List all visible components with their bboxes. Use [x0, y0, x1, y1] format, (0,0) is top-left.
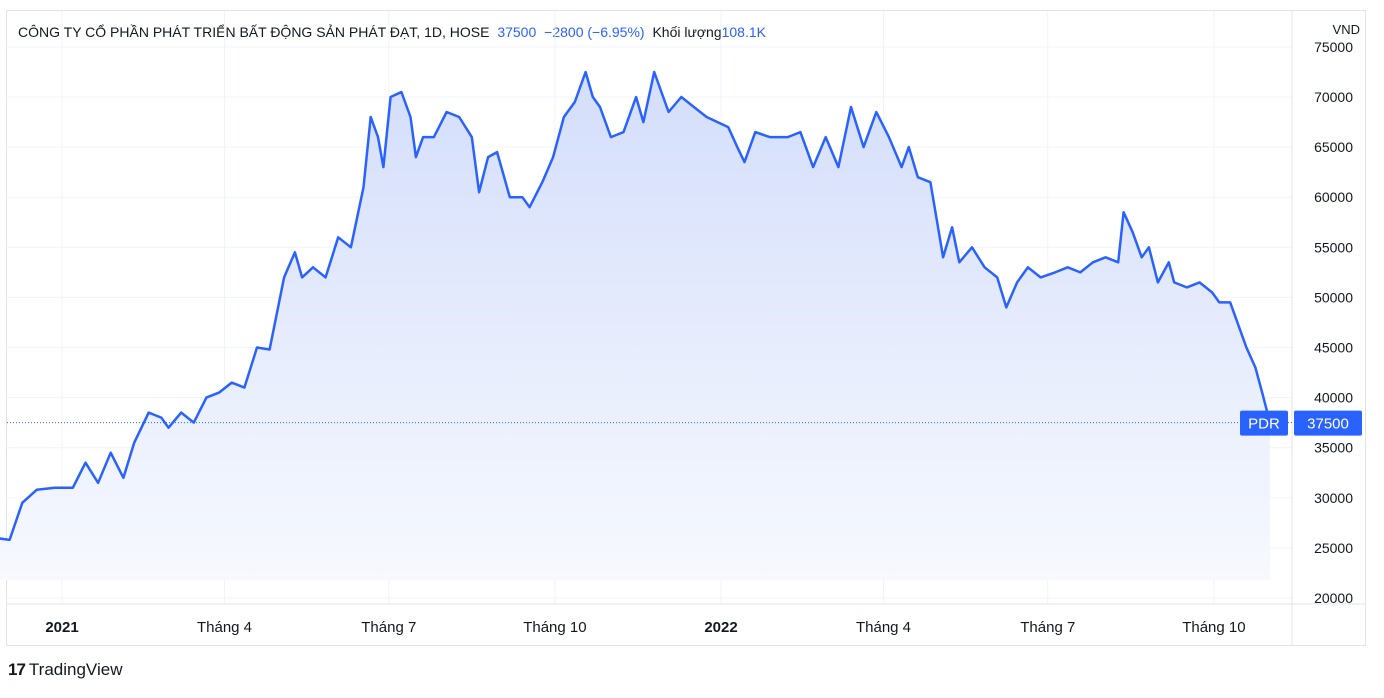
symbol-title: CÔNG TY CỔ PHẦN PHÁT TRIỂN BẤT ĐỘNG SẢN …: [18, 24, 490, 40]
volume-label: Khối lượng: [652, 24, 722, 40]
y-tick-label: 35000: [1314, 440, 1353, 456]
y-tick-label: 45000: [1314, 340, 1353, 356]
y-tick-label: 30000: [1314, 490, 1353, 506]
last-price-label-bg: [1294, 410, 1362, 436]
y-tick-label: 65000: [1314, 139, 1353, 155]
chart-frame: [6, 10, 1366, 646]
last-price: 37500: [497, 24, 537, 40]
y-tick-label: 70000: [1314, 89, 1353, 105]
symbol-label-bg: [1240, 410, 1288, 436]
last-price-label: 37500: [1307, 416, 1349, 433]
y-tick-label: 60000: [1314, 189, 1353, 205]
brand-name: TradingView: [28, 660, 123, 679]
x-tick-label: Tháng 4: [197, 619, 252, 636]
currency-label: VND: [1332, 22, 1360, 37]
tradingview-brand[interactable]: 17 TradingView: [8, 660, 122, 680]
price-area-fill: [0, 72, 1270, 580]
x-tick-label: Tháng 4: [856, 619, 911, 636]
x-tick-label: Tháng 10: [523, 619, 586, 636]
y-tick-label: 50000: [1314, 289, 1353, 305]
chart-legend-header: CÔNG TY CỔ PHẦN PHÁT TRIỂN BẤT ĐỘNG SẢN …: [18, 24, 770, 40]
price-line: [0, 70, 1272, 542]
y-tick-label: 25000: [1314, 540, 1353, 556]
x-tick-label: Tháng 7: [361, 619, 416, 636]
x-tick-label: 2021: [45, 619, 78, 636]
x-tick-label: Tháng 7: [1020, 619, 1075, 636]
symbol-label: PDR: [1248, 416, 1280, 433]
y-tick-label: 55000: [1314, 239, 1353, 255]
volume-value: 108.1K: [721, 24, 766, 40]
y-tick-label: 40000: [1314, 390, 1353, 406]
y-tick-label: 75000: [1314, 39, 1353, 55]
tradingview-logo-icon: 17: [8, 660, 26, 679]
x-tick-label: Tháng 10: [1182, 619, 1245, 636]
x-tick-label: 2022: [704, 619, 737, 636]
price-change: −2800 (−6.95%): [544, 24, 645, 40]
y-tick-label: 20000: [1314, 590, 1353, 606]
